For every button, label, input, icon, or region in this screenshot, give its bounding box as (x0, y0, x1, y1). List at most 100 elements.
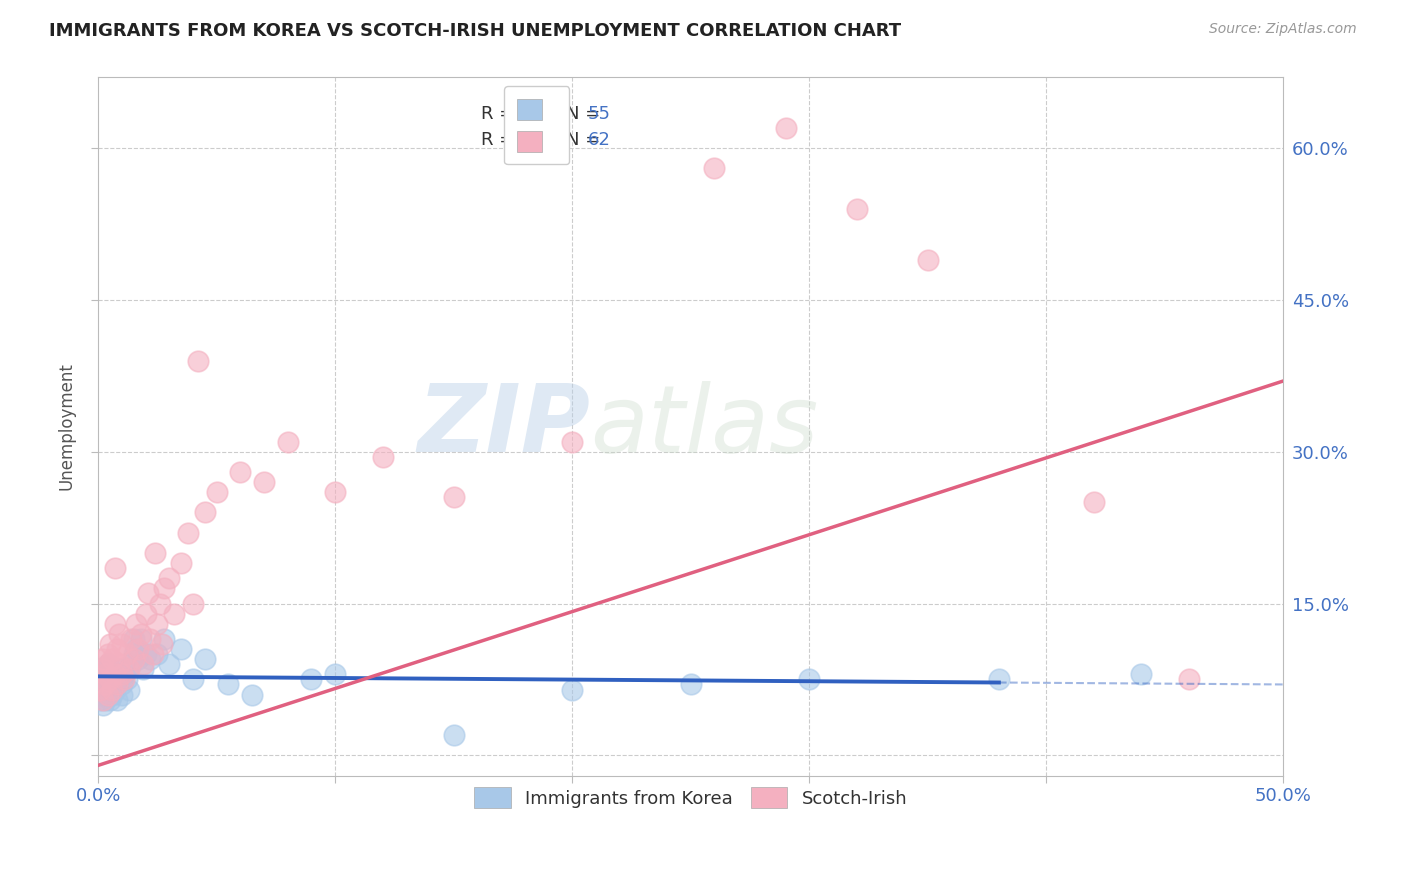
Text: N =: N = (567, 104, 606, 123)
Point (136, 586, 159, 600)
Point (1083, 495, 1105, 509)
Point (101, 677, 124, 691)
Point (115, 647, 138, 661)
Point (94, 677, 117, 691)
Point (105, 673, 128, 687)
Point (97, 647, 120, 661)
Point (187, 353, 209, 368)
Point (146, 616, 169, 631)
Point (91, 698, 114, 712)
Point (181, 673, 204, 687)
Point (775, 121, 797, 136)
Point (104, 616, 127, 631)
Point (443, 491, 465, 505)
Point (139, 632, 162, 646)
Point (98, 673, 121, 687)
Text: R =: R = (481, 131, 520, 149)
Point (98, 637, 121, 651)
Point (91, 692, 114, 706)
Point (987, 673, 1010, 687)
Text: 55: 55 (588, 104, 610, 123)
Point (125, 616, 148, 631)
Point (277, 434, 299, 449)
Y-axis label: Unemployment: Unemployment (58, 362, 75, 491)
Point (94, 682, 117, 697)
Point (89, 682, 111, 697)
Point (97, 688, 120, 702)
Point (91, 662, 114, 676)
Point (703, 161, 725, 176)
Point (127, 642, 149, 657)
Point (98, 682, 121, 697)
Point (108, 662, 131, 676)
Point (122, 652, 145, 666)
Point (105, 692, 128, 706)
Legend: Immigrants from Korea, Scotch-Irish: Immigrants from Korea, Scotch-Irish (467, 780, 914, 815)
Point (149, 597, 172, 611)
Point (134, 607, 156, 621)
Point (323, 485, 346, 500)
Point (1130, 667, 1153, 681)
Point (143, 546, 166, 560)
Point (153, 632, 176, 646)
Point (104, 682, 127, 697)
Point (115, 673, 138, 687)
Point (104, 667, 127, 681)
Point (111, 677, 134, 691)
Point (97, 688, 120, 702)
Text: IMMIGRANTS FROM KOREA VS SCOTCH-IRISH UNEMPLOYMENT CORRELATION CHART: IMMIGRANTS FROM KOREA VS SCOTCH-IRISH UN… (49, 22, 901, 40)
Point (91, 677, 114, 691)
Text: N =: N = (567, 131, 606, 149)
Text: 62: 62 (588, 131, 610, 149)
Point (177, 525, 200, 540)
Point (153, 582, 176, 596)
Point (89, 673, 111, 687)
Point (101, 682, 124, 697)
Text: 0.555: 0.555 (513, 131, 564, 149)
Point (142, 647, 165, 661)
Point (323, 667, 346, 681)
Point (146, 647, 169, 661)
Point (111, 637, 134, 651)
Point (94, 673, 117, 687)
Point (132, 657, 155, 672)
Point (91, 652, 114, 666)
Point (1177, 673, 1199, 687)
Point (132, 662, 155, 676)
Point (229, 465, 252, 479)
Text: -0.084: -0.084 (513, 104, 571, 123)
Point (89, 692, 111, 706)
Text: ZIP: ZIP (418, 381, 591, 473)
Point (108, 657, 131, 672)
Point (120, 632, 142, 646)
Point (97, 677, 120, 691)
Point (122, 647, 145, 661)
Point (89, 682, 111, 697)
Point (194, 506, 217, 520)
Point (101, 688, 124, 702)
Point (122, 632, 145, 646)
Point (917, 252, 939, 267)
Point (371, 450, 394, 464)
Point (97, 657, 120, 672)
Point (205, 485, 228, 500)
Point (218, 677, 240, 691)
Point (104, 667, 127, 681)
Point (97, 667, 120, 681)
Point (104, 561, 127, 575)
Text: atlas: atlas (591, 381, 818, 472)
Point (111, 667, 134, 681)
Point (111, 688, 134, 702)
Point (105, 642, 128, 657)
Point (112, 667, 135, 681)
Point (97, 657, 120, 672)
Point (91, 688, 114, 702)
Point (157, 571, 180, 585)
Text: R =: R = (481, 104, 520, 123)
Point (139, 652, 162, 666)
Point (150, 637, 173, 651)
Point (129, 627, 152, 641)
Point (561, 682, 583, 697)
Point (129, 632, 152, 646)
Point (105, 677, 128, 691)
